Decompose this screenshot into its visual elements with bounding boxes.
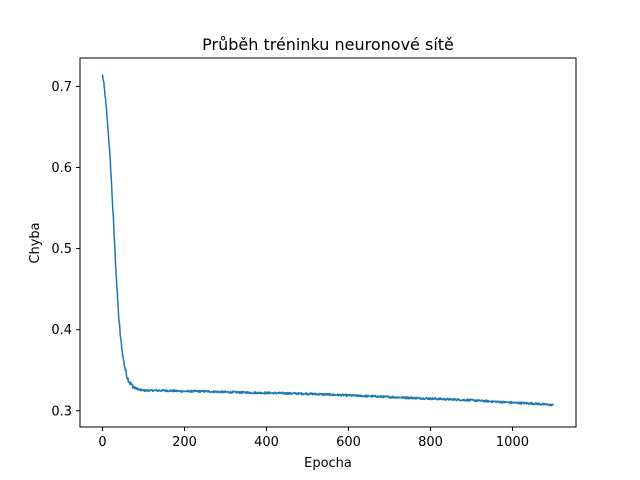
y-tick-label: 0.5 [51, 242, 72, 257]
y-tick-label: 0.7 [51, 80, 72, 95]
x-tick-label: 800 [418, 435, 443, 450]
y-tick-label: 0.4 [51, 323, 72, 338]
x-axis-ticks: 0 200 400 600 800 1000 [98, 427, 529, 450]
x-axis-label: Epocha [304, 456, 352, 471]
x-tick-label: 0 [98, 435, 106, 450]
y-tick-label: 0.3 [51, 404, 72, 419]
chart-title: Průběh tréninku neuronové sítě [202, 35, 454, 54]
y-axis-ticks: 0.3 0.4 0.5 0.6 0.7 [51, 80, 80, 419]
x-tick-label: 1000 [496, 435, 529, 450]
plot-area [101, 74, 555, 407]
x-tick-label: 600 [336, 435, 361, 450]
axes-frame [79, 57, 577, 428]
y-axis-label: Chyba [28, 222, 43, 263]
x-tick-label: 200 [172, 435, 197, 450]
y-tick-label: 0.6 [51, 161, 72, 176]
series-line [101, 74, 555, 407]
x-tick-label: 400 [254, 435, 279, 450]
